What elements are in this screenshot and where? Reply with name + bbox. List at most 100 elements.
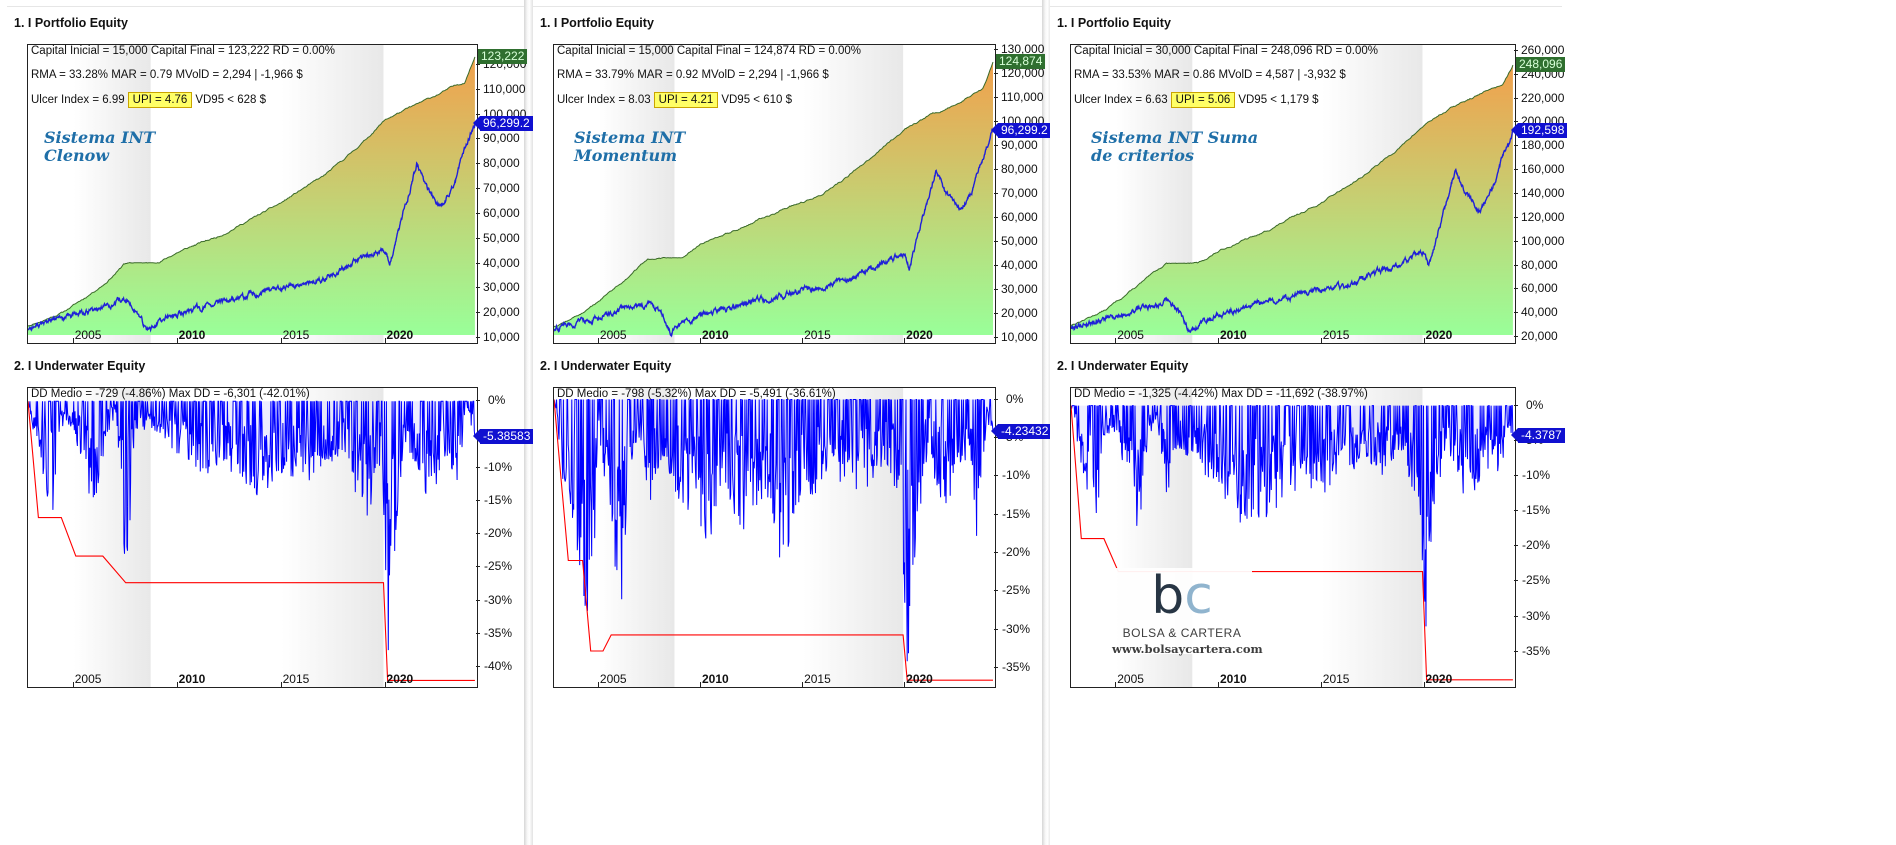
y-axis-tick-label: -35% [1002, 659, 1031, 674]
y-axis-tick-label: 90,000 [483, 131, 520, 146]
equity-chart-svg [28, 45, 476, 343]
y-axis-tick-label: 50,000 [1001, 234, 1038, 249]
x-axis-tick-label: 2015 [282, 328, 310, 342]
equity-curve-line [1071, 64, 1514, 326]
y-axis-tick [476, 466, 480, 468]
y-axis-tick [1514, 404, 1518, 406]
equity-info-capital: Capital Inicial = 30,000 Capital Final =… [1074, 45, 1378, 57]
y-axis-tick [1514, 73, 1518, 75]
y-axis-tick-label: 100,000 [1521, 233, 1565, 248]
y-axis-tick-label: 0% [1006, 391, 1024, 406]
x-axis-tick [1423, 682, 1425, 687]
x-axis-tick [176, 682, 178, 687]
final-equity-tag: 248,096 [1516, 57, 1566, 73]
system-name-label: Sistema INT Suma de criterios [1091, 128, 1259, 165]
panel-frame [533, 6, 1042, 837]
y-axis-tick [476, 632, 480, 634]
x-axis-tick [72, 682, 74, 687]
x-axis-tick [904, 338, 906, 343]
x-axis-tick [176, 338, 178, 343]
y-axis-tick [1514, 169, 1518, 171]
underwater-chart-title: 2. I Underwater Equity [14, 359, 146, 373]
y-axis-tick [1514, 193, 1518, 194]
underwater-chart-title: 2. I Underwater Equity [540, 359, 672, 373]
y-axis-tick [994, 120, 998, 122]
y-axis-tick [476, 262, 480, 264]
y-axis-tick [1514, 650, 1518, 652]
y-axis-tick [994, 168, 998, 170]
y-axis-tick [476, 188, 480, 190]
brand-logo-mark: bc [1112, 570, 1252, 622]
x-axis-tick [1115, 682, 1117, 687]
y-axis-tick-label: 140,000 [1521, 186, 1565, 200]
y-axis-tick-label: 110,000 [483, 81, 526, 96]
y-axis-tick-label: -20% [1002, 544, 1031, 559]
underwater-plot-area [553, 387, 996, 688]
equity-info-capital: Capital Inicial = 15,000 Capital Final =… [31, 45, 335, 57]
equity-chart-title: 1. I Portfolio Equity [1057, 16, 1171, 30]
x-axis-tick-label: 2010 [702, 672, 729, 686]
equity-info-rma: RMA = 33.79% MAR = 0.92 MVolD = 2,294 | … [557, 69, 829, 81]
x-axis-tick [384, 338, 386, 343]
y-axis-tick-label: -15% [1522, 503, 1551, 518]
y-axis-tick-label: 40,000 [1001, 258, 1038, 273]
y-axis-tick [994, 628, 998, 630]
y-axis-tick [1514, 336, 1518, 338]
x-axis-tick [1218, 682, 1219, 687]
x-axis-tick-label: 2005 [74, 672, 102, 686]
y-axis-tick [994, 144, 998, 146]
upi-highlight: UPI = 4.21 [653, 92, 719, 108]
final-equity-tag: 124,874 [996, 54, 1046, 70]
y-axis-tick-label: 30,000 [483, 280, 520, 295]
underwater-info: DD Medio = -729 (-4.86%) Max DD = -6,301… [31, 388, 310, 400]
y-axis-tick [476, 533, 480, 535]
y-axis-tick [1514, 121, 1518, 123]
y-axis-tick-label: 80,000 [483, 156, 520, 171]
equity-curve-line [554, 61, 994, 327]
y-axis-tick [476, 666, 480, 668]
y-axis-tick [994, 289, 998, 291]
brand-name: BOLSA & CARTERA [1122, 626, 1242, 640]
ulcer-index-value: Ulcer Index = 8.03 [557, 94, 651, 106]
upi-highlight: UPI = 5.06 [1170, 92, 1236, 108]
y-axis-tick-label: -10% [1002, 468, 1031, 483]
equity-plot-area [1070, 44, 1516, 344]
y-axis-tick [1514, 240, 1518, 242]
equity-area [28, 56, 475, 336]
logo-letter-c: c [1184, 566, 1213, 626]
y-axis-tick-label: -30% [484, 592, 513, 607]
x-axis-tick-label: 2015 [804, 328, 831, 342]
equity-plot-area [553, 44, 996, 344]
x-axis-tick-label: 2015 [804, 672, 831, 686]
y-axis-tick [1514, 264, 1518, 266]
y-axis-tick [994, 398, 998, 400]
underwater-plot-area [27, 387, 478, 688]
y-axis-tick-label: -25% [484, 559, 513, 574]
strategy-panel: 1. I Portfolio Equity Capital Inicial = 1… [533, 0, 1052, 845]
y-axis-tick-label: 0% [1526, 397, 1544, 412]
y-axis-tick [476, 113, 480, 115]
y-axis-tick [1514, 145, 1518, 147]
underwater-line [554, 399, 994, 662]
x-axis-tick [1320, 682, 1322, 687]
underwater-chart-title: 2. I Underwater Equity [1057, 359, 1189, 373]
y-axis-tick [994, 666, 998, 668]
y-axis-tick [476, 63, 480, 65]
y-axis-tick-label: -15% [484, 492, 513, 507]
y-axis-tick [476, 88, 480, 90]
y-axis-tick-label: 10,000 [483, 330, 520, 345]
underwater-last-value-tag: -5.38583 [472, 429, 534, 445]
x-axis-tick-label: 2010 [702, 328, 729, 342]
y-axis-tick [994, 475, 998, 477]
equity-chart-title: 1. I Portfolio Equity [540, 16, 654, 30]
y-axis-tick [476, 287, 480, 289]
final-equity-tag: 123,222 [478, 48, 528, 64]
x-axis-tick [597, 338, 599, 343]
y-axis-tick [1514, 545, 1518, 547]
underwater-area [1071, 405, 1513, 627]
equity-chart-title: 1. I Portfolio Equity [14, 16, 128, 30]
x-axis-tick [1320, 338, 1322, 343]
y-axis-tick [994, 96, 998, 98]
y-axis-tick-label: 160,000 [1521, 162, 1565, 177]
x-axis-tick-label: 2005 [599, 328, 627, 342]
